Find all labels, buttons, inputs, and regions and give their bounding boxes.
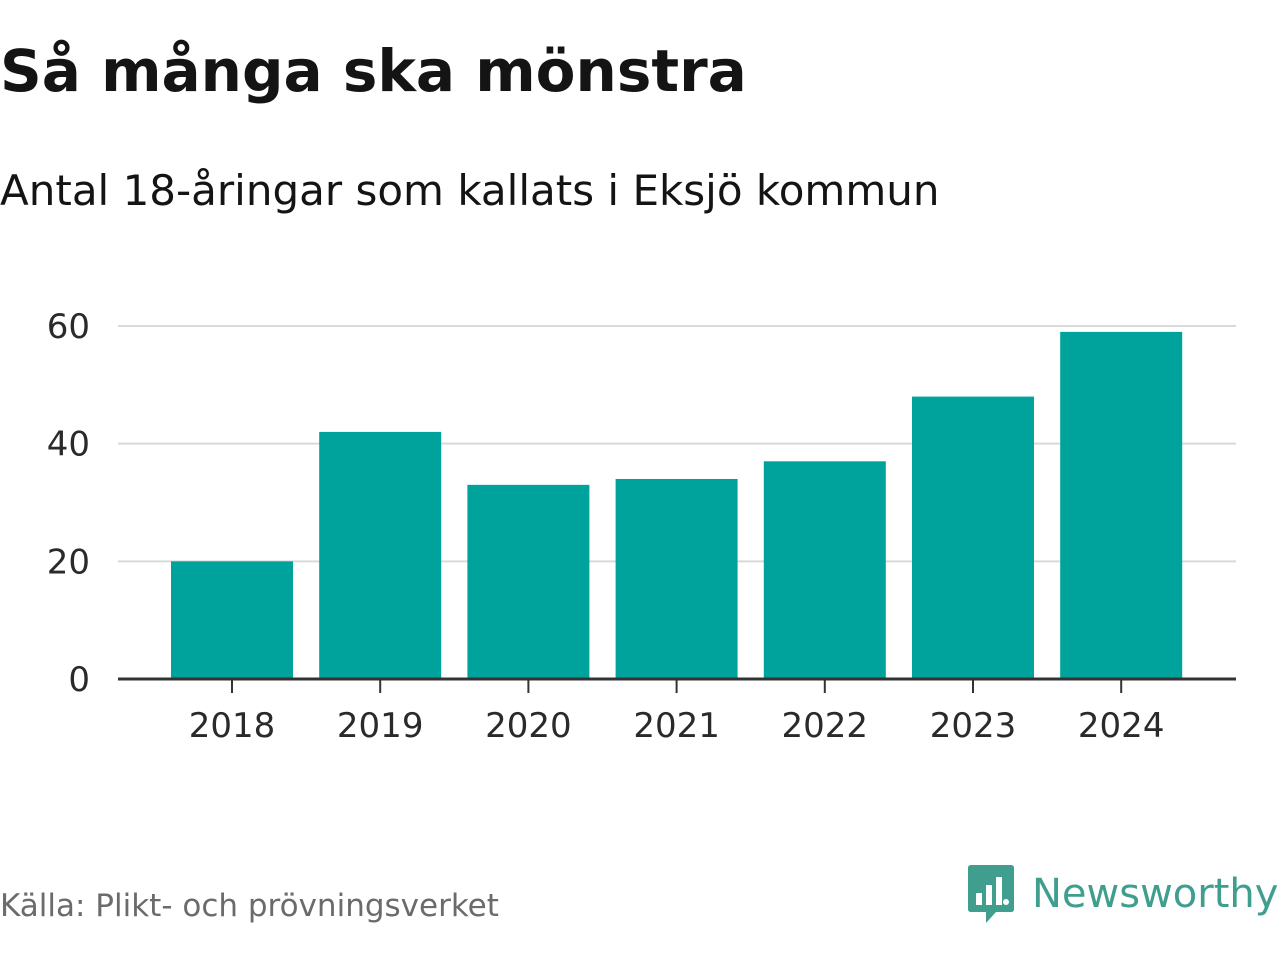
- chart-title: Så många ska mönstra: [0, 37, 747, 105]
- x-tick-label: 2022: [782, 706, 869, 746]
- x-tick-label: 2019: [337, 706, 424, 746]
- y-tick-label: 60: [47, 307, 90, 347]
- bars: [171, 331, 1183, 679]
- y-tick-label: 20: [47, 542, 90, 582]
- bar-2024: [1060, 331, 1183, 679]
- bar-2020: [467, 484, 590, 679]
- brand-name: Newsworthy: [1032, 871, 1279, 917]
- y-tick-label: 0: [68, 660, 90, 700]
- bar-2018: [171, 561, 293, 679]
- bar-2021: [615, 478, 738, 679]
- x-tick-label: 2024: [1078, 706, 1165, 746]
- chart-subtitle: Antal 18-åringar som kallats i Eksjö kom…: [0, 166, 940, 215]
- bar-chart: 0 20 40 60 2018 2019 2020 2021 2022 2023 2024: [47, 307, 1236, 746]
- axes: 0 20 40 60 2018 2019 2020 2021 2022 2023 2024: [47, 307, 1236, 746]
- bar-chart-speech-icon: [968, 865, 1014, 923]
- x-tick-label: 2021: [633, 706, 720, 746]
- bar-2019: [319, 431, 442, 679]
- x-tick-label: 2023: [930, 706, 1017, 746]
- source-note: Källa: Plikt- och prövningsverket: [0, 888, 499, 924]
- bar-2022: [763, 461, 886, 679]
- x-tick-label: 2020: [485, 706, 572, 746]
- x-tick-label: 2018: [189, 706, 276, 746]
- y-tick-label: 40: [47, 425, 90, 465]
- brand-logo: Newsworthy: [966, 862, 1278, 926]
- bar-2023: [912, 396, 1034, 679]
